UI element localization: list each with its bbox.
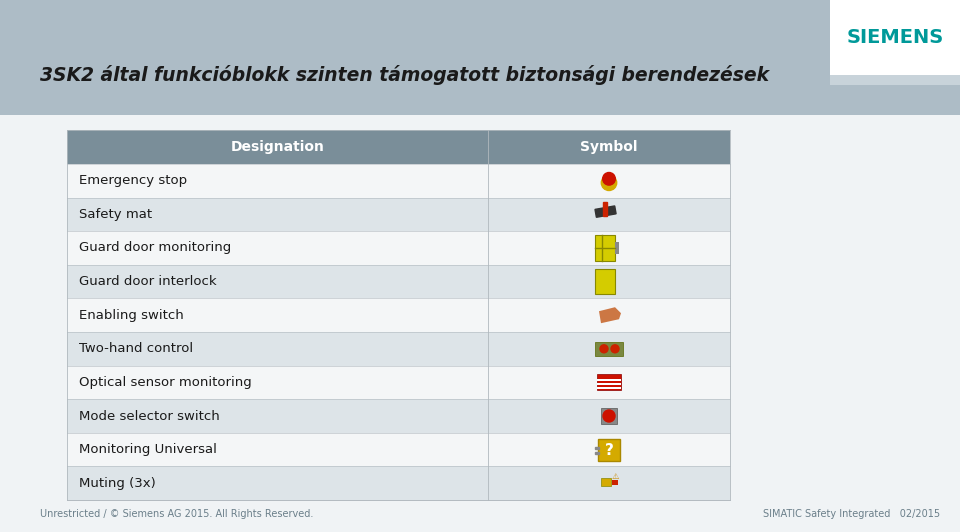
Text: Muting (3x): Muting (3x) <box>79 477 156 489</box>
Bar <box>67 265 730 298</box>
Circle shape <box>603 410 615 422</box>
Bar <box>601 478 611 486</box>
Circle shape <box>600 345 608 353</box>
Bar <box>67 365 730 399</box>
Bar <box>595 235 614 261</box>
Bar <box>597 387 621 389</box>
Bar <box>614 243 619 254</box>
Text: Designation: Designation <box>230 140 324 154</box>
Bar <box>67 298 730 332</box>
Text: SIEMENS: SIEMENS <box>847 28 944 47</box>
Text: Two-hand control: Two-hand control <box>79 342 193 355</box>
Bar <box>597 379 621 381</box>
Bar <box>0 0 960 115</box>
Bar <box>830 0 960 75</box>
Text: Symbol: Symbol <box>580 140 637 154</box>
Bar <box>595 269 614 294</box>
Polygon shape <box>599 307 621 323</box>
Bar <box>597 384 621 385</box>
Text: 3SK2 által funkcióblokk szinten támogatott biztonsági berendezések: 3SK2 által funkcióblokk szinten támogato… <box>40 65 769 85</box>
Bar <box>67 467 730 500</box>
Bar <box>595 446 599 448</box>
Bar <box>67 130 730 164</box>
Bar <box>67 433 730 467</box>
Bar <box>67 164 730 197</box>
Bar <box>597 375 621 390</box>
Text: SIMATIC Safety Integrated   02/2015: SIMATIC Safety Integrated 02/2015 <box>763 509 940 519</box>
Bar <box>67 231 730 265</box>
Bar <box>67 130 730 500</box>
Circle shape <box>603 172 615 185</box>
Bar <box>595 342 623 356</box>
Text: ⚠: ⚠ <box>612 472 619 481</box>
Text: Enabling switch: Enabling switch <box>79 309 183 322</box>
Bar <box>67 332 730 365</box>
Bar <box>603 202 607 217</box>
Text: Mode selector switch: Mode selector switch <box>79 410 220 422</box>
Bar <box>595 452 599 454</box>
Text: ?: ? <box>605 443 613 458</box>
Bar <box>67 399 730 433</box>
Text: Optical sensor monitoring: Optical sensor monitoring <box>79 376 252 389</box>
Bar <box>595 206 616 217</box>
Bar <box>67 197 730 231</box>
Text: Safety mat: Safety mat <box>79 208 152 221</box>
Bar <box>0 115 960 532</box>
Circle shape <box>611 345 619 353</box>
Bar <box>830 75 960 85</box>
Bar <box>612 480 618 485</box>
Text: Guard door interlock: Guard door interlock <box>79 275 217 288</box>
Bar <box>598 438 620 461</box>
Text: Unrestricted / © Siemens AG 2015. All Rights Reserved.: Unrestricted / © Siemens AG 2015. All Ri… <box>40 509 313 519</box>
Bar <box>601 408 617 424</box>
Text: Emergency stop: Emergency stop <box>79 174 187 187</box>
Text: Guard door monitoring: Guard door monitoring <box>79 242 231 254</box>
Text: Monitoring Universal: Monitoring Universal <box>79 443 217 456</box>
Circle shape <box>601 175 616 190</box>
